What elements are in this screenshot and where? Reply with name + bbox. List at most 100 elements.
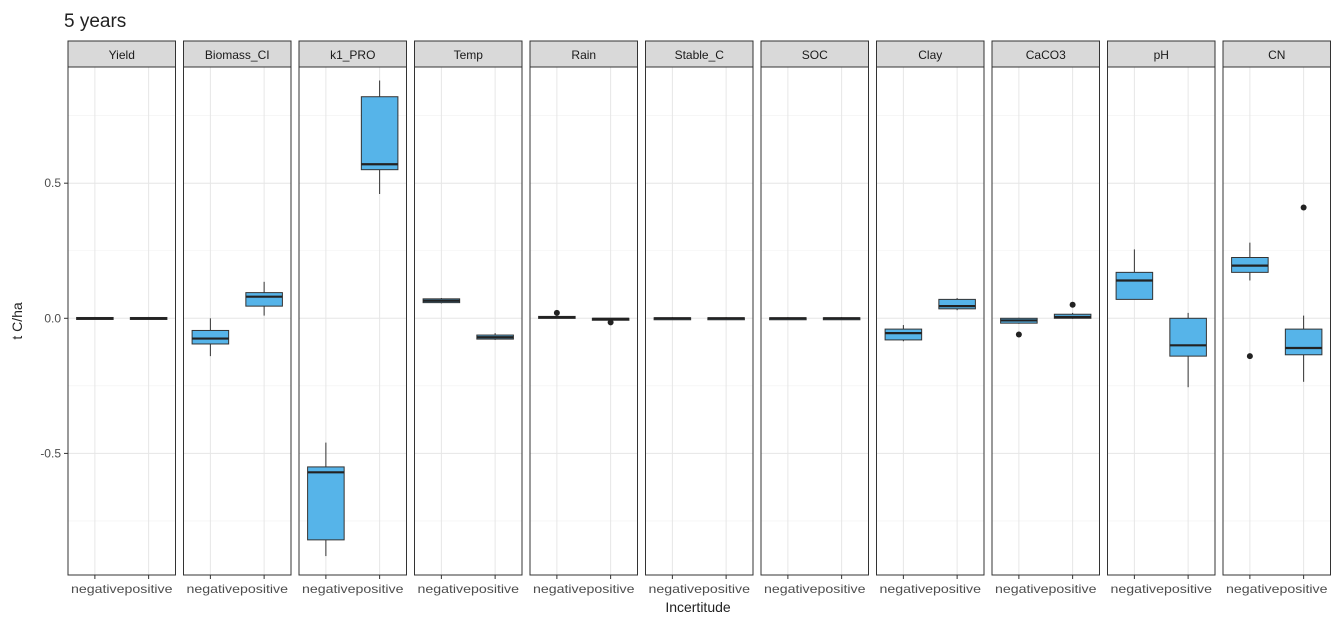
facet-panel-biomass-ci: Biomass_CI negativepositive <box>183 40 292 596</box>
x-tick-labels: negativepositive <box>1111 582 1213 596</box>
panel-background <box>68 67 176 575</box>
box-negative <box>653 317 692 321</box>
facet-panel-ph: pH negativepositive <box>1107 40 1216 596</box>
x-axis-title: Incertitude <box>665 599 731 615</box>
facet-strip-label: Biomass_CI <box>205 48 270 62</box>
facet-strip <box>991 40 1100 68</box>
outlier-point <box>1246 353 1253 360</box>
facet-strip <box>645 40 754 68</box>
facet-panel-soc: SOC negativepositive <box>760 40 869 596</box>
facet-panel-cn: CN negativepositive <box>1222 40 1331 596</box>
panel-background <box>645 67 753 575</box>
box-positive <box>938 298 976 311</box>
facet-panel-temp: Temp negativepositive <box>414 40 523 596</box>
x-tick-labels: negativepositive <box>418 582 520 596</box>
box-positive <box>1053 301 1092 319</box>
box-positive <box>707 317 745 321</box>
panel-border <box>414 66 523 576</box>
panel-border <box>1107 66 1216 576</box>
facet-panel-rain: Rain negativepositive <box>529 40 638 596</box>
box-positive <box>476 333 514 340</box>
outlier-point <box>1069 301 1076 308</box>
box-iqr <box>360 96 399 171</box>
facet-strip <box>760 40 869 68</box>
box-iqr <box>1115 271 1154 300</box>
facet-panel-caco3: CaCO3 negativepositive <box>991 40 1100 596</box>
facet-panels: Yield negativepositive Biomass_CI negativep… <box>67 40 1331 596</box>
x-tick-labels: negativepositive <box>533 582 635 596</box>
panel-border <box>183 66 292 576</box>
box-positive <box>360 80 399 194</box>
chart-title: 5 years <box>64 11 126 32</box>
panel-border <box>876 66 985 576</box>
box-iqr <box>1169 317 1207 357</box>
y-tick-label: 0.5 <box>44 176 61 190</box>
panel-border <box>645 66 754 576</box>
panel-background <box>414 67 522 575</box>
x-tick-labels: negativepositive <box>302 582 404 596</box>
facet-strip-label: k1_PRO <box>330 48 375 62</box>
box-negative <box>76 316 114 320</box>
panel-background <box>183 67 291 575</box>
facet-strip-label: Stable_C <box>675 48 725 62</box>
x-tick-labels: negativepositive <box>649 582 751 596</box>
facet-strip-label: Clay <box>918 48 942 62</box>
panel-background <box>530 67 638 575</box>
box-iqr <box>938 298 976 310</box>
box-iqr <box>307 466 345 541</box>
panel-border <box>991 66 1100 576</box>
facet-strip-label: Temp <box>454 48 484 62</box>
x-tick-labels: negativepositive <box>995 582 1097 596</box>
box-positive <box>245 281 283 316</box>
x-tick-labels: negativepositive <box>1226 582 1328 596</box>
x-tick-labels: negativepositive <box>71 582 173 596</box>
facet-strip <box>298 40 407 68</box>
facet-panel-stable-c: Stable_C negativepositive <box>645 40 754 596</box>
box-positive <box>129 316 168 320</box>
x-tick-labels: negativepositive <box>880 582 982 596</box>
outlier-point <box>1300 204 1307 211</box>
box-negative <box>1115 249 1154 300</box>
panel-border <box>760 66 869 576</box>
x-tick-labels: negativepositive <box>187 582 289 596</box>
facet-strip <box>414 40 523 68</box>
facet-strip-label: SOC <box>802 48 828 62</box>
box-negative <box>1231 242 1269 360</box>
facet-strip-label: CaCO3 <box>1026 48 1066 62</box>
panel-background <box>1223 67 1331 575</box>
box-positive <box>822 317 861 321</box>
y-axis-title: t C/ha <box>9 302 25 340</box>
facet-strip <box>1222 40 1331 68</box>
box-iqr <box>245 292 283 307</box>
box-negative <box>884 325 923 342</box>
panel-background <box>876 67 984 575</box>
facet-strip-label: Rain <box>571 48 596 62</box>
facet-strip-label: Yield <box>109 48 135 62</box>
facet-panel-yield: Yield negativepositive <box>67 40 176 596</box>
y-tick-label: 0.0 <box>44 311 61 325</box>
outlier-point <box>1015 331 1022 338</box>
y-tick-label: -0.5 <box>40 446 61 460</box>
panel-border <box>529 66 638 576</box>
box-negative <box>191 318 230 357</box>
x-tick-labels: negativepositive <box>764 582 866 596</box>
outlier-point <box>607 319 614 326</box>
facet-panel-k1-pro: k1_PRO negativepositive <box>298 40 407 596</box>
facet-strip-label: pH <box>1154 48 1169 62</box>
panel-border <box>67 66 176 576</box>
box-positive <box>1284 204 1323 382</box>
panel-border <box>1222 66 1331 576</box>
outlier-point <box>553 309 560 316</box>
panel-border <box>298 66 407 576</box>
box-negative <box>769 317 807 321</box>
facet-panel-clay: Clay negativepositive <box>876 40 985 596</box>
y-axis: -0.5 0.0 0.5 <box>40 176 68 460</box>
facet-strip-label: CN <box>1268 48 1285 62</box>
box-iqr <box>191 329 230 345</box>
panel-background <box>761 67 869 575</box>
box-positive <box>1169 312 1207 388</box>
box-iqr <box>884 328 923 341</box>
box-iqr <box>1284 328 1323 356</box>
box-negative <box>307 442 345 557</box>
